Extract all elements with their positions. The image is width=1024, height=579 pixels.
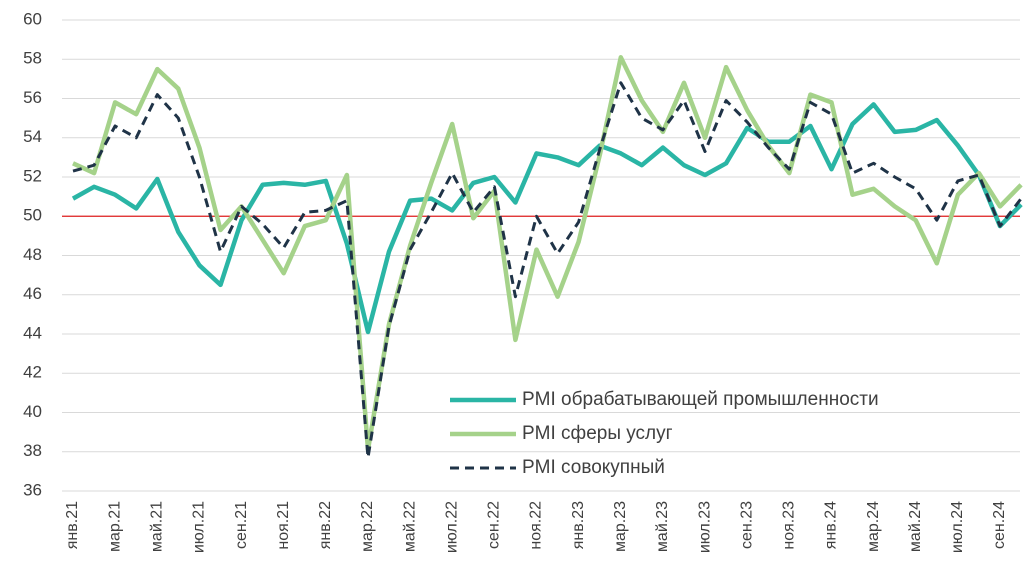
x-tick-label: июл.21 <box>191 501 208 553</box>
y-tick-label: 36 <box>23 480 42 499</box>
y-tick-label: 46 <box>23 284 42 303</box>
x-tick-label: мар.24 <box>865 501 882 552</box>
y-tick-label: 60 <box>23 9 42 28</box>
y-tick-label: 48 <box>23 245 42 264</box>
x-tick-label: май.21 <box>148 501 165 552</box>
y-tick-label: 56 <box>23 88 42 107</box>
y-tick-label: 54 <box>23 127 42 146</box>
legend-label: PMI сферы услуг <box>522 423 673 444</box>
x-tick-label: июл.24 <box>949 501 966 553</box>
y-tick-label: 42 <box>23 363 42 382</box>
series-line <box>72 55 1023 453</box>
y-tick-label: 40 <box>23 402 42 421</box>
x-tick-label: янв.21 <box>64 501 81 549</box>
series-line <box>72 81 1023 460</box>
x-tick-label: мар.21 <box>106 501 123 552</box>
x-tick-label: мар.23 <box>612 501 629 552</box>
x-tick-label: ноя.22 <box>528 501 545 550</box>
x-tick-label: сен.23 <box>738 501 755 549</box>
legend-label: PMI совокупный <box>522 457 665 478</box>
x-tick-label: ноя.23 <box>781 501 798 550</box>
x-tick-label: янв.22 <box>317 501 334 549</box>
y-tick-label: 58 <box>23 49 42 68</box>
x-tick-label: июл.23 <box>696 501 713 553</box>
x-tick-label: май.24 <box>907 501 924 552</box>
x-tick-label: сен.22 <box>486 501 503 549</box>
x-tick-label: ноя.21 <box>275 501 292 550</box>
x-tick-label: янв.23 <box>570 501 587 549</box>
y-tick-label: 50 <box>23 206 42 225</box>
x-tick-label: сен.24 <box>991 501 1008 549</box>
x-tick-label: июл.22 <box>443 501 460 553</box>
y-tick-label: 52 <box>23 166 42 185</box>
x-tick-label: мар.22 <box>359 501 376 552</box>
x-tick-label: май.22 <box>401 501 418 552</box>
x-tick-label: янв.24 <box>823 501 840 549</box>
series-line <box>71 102 1023 335</box>
y-tick-label: 44 <box>23 323 42 342</box>
x-tick-label: сен.21 <box>233 501 250 549</box>
x-tick-label: май.23 <box>654 501 671 552</box>
legend-label: PMI обрабатывающей промышленности <box>522 389 879 410</box>
y-tick-label: 38 <box>23 441 42 460</box>
